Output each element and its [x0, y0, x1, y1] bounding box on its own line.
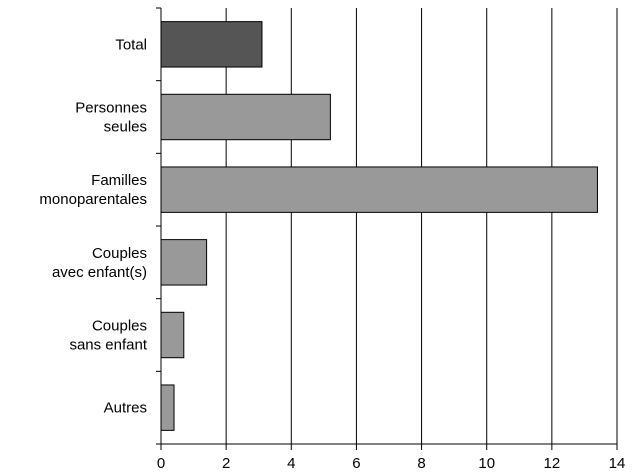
category-label-4-line-0: Couples [92, 318, 147, 335]
category-label-1-line-0: Personnes [75, 100, 147, 117]
axes [156, 7, 618, 450]
category-label-3: Couples avec enfant(s) [52, 245, 147, 281]
category-label-2: Familles monoparentales [39, 172, 147, 208]
x-tick-label-0: 0 [157, 455, 165, 472]
category-label-3-line-1: avec enfant(s) [52, 264, 147, 281]
category-label-1: Personnes seules [75, 100, 147, 136]
x-tick-label-4: 8 [417, 455, 425, 472]
category-label-4: Couples sans enfant [69, 318, 147, 354]
category-label-0: Total [115, 36, 147, 53]
category-label-4-line-1: sans enfant [69, 337, 147, 354]
bar-3 [160, 239, 208, 286]
x-tick-label-3: 6 [352, 455, 360, 472]
bar-0 [160, 21, 263, 68]
x-tick-labels: 0 2 4 6 8 10 12 14 [157, 455, 626, 472]
gridlines [225, 8, 618, 444]
category-label-2-line-1: monoparentales [39, 191, 147, 208]
bar-4 [160, 311, 185, 359]
category-labels: Total Personnes seules Familles monoparental… [39, 36, 147, 416]
x-tick-label-2: 4 [287, 455, 295, 472]
category-label-3-line-0: Couples [92, 245, 147, 262]
bar-1 [160, 93, 331, 141]
bar-2 [160, 166, 598, 213]
bars [160, 21, 598, 431]
category-label-5-line-0: Autres [104, 400, 147, 417]
category-label-1-line-1: seules [104, 119, 147, 136]
x-tick-label-6: 12 [544, 455, 561, 472]
category-label-5: Autres [104, 400, 147, 417]
x-tick-label-1: 2 [222, 455, 230, 472]
category-label-0-line-0: Total [115, 36, 147, 53]
category-label-2-line-0: Familles [91, 172, 147, 189]
x-tick-label-7: 14 [609, 455, 626, 472]
bar-5 [160, 384, 175, 431]
x-tick-label-5: 10 [478, 455, 495, 472]
